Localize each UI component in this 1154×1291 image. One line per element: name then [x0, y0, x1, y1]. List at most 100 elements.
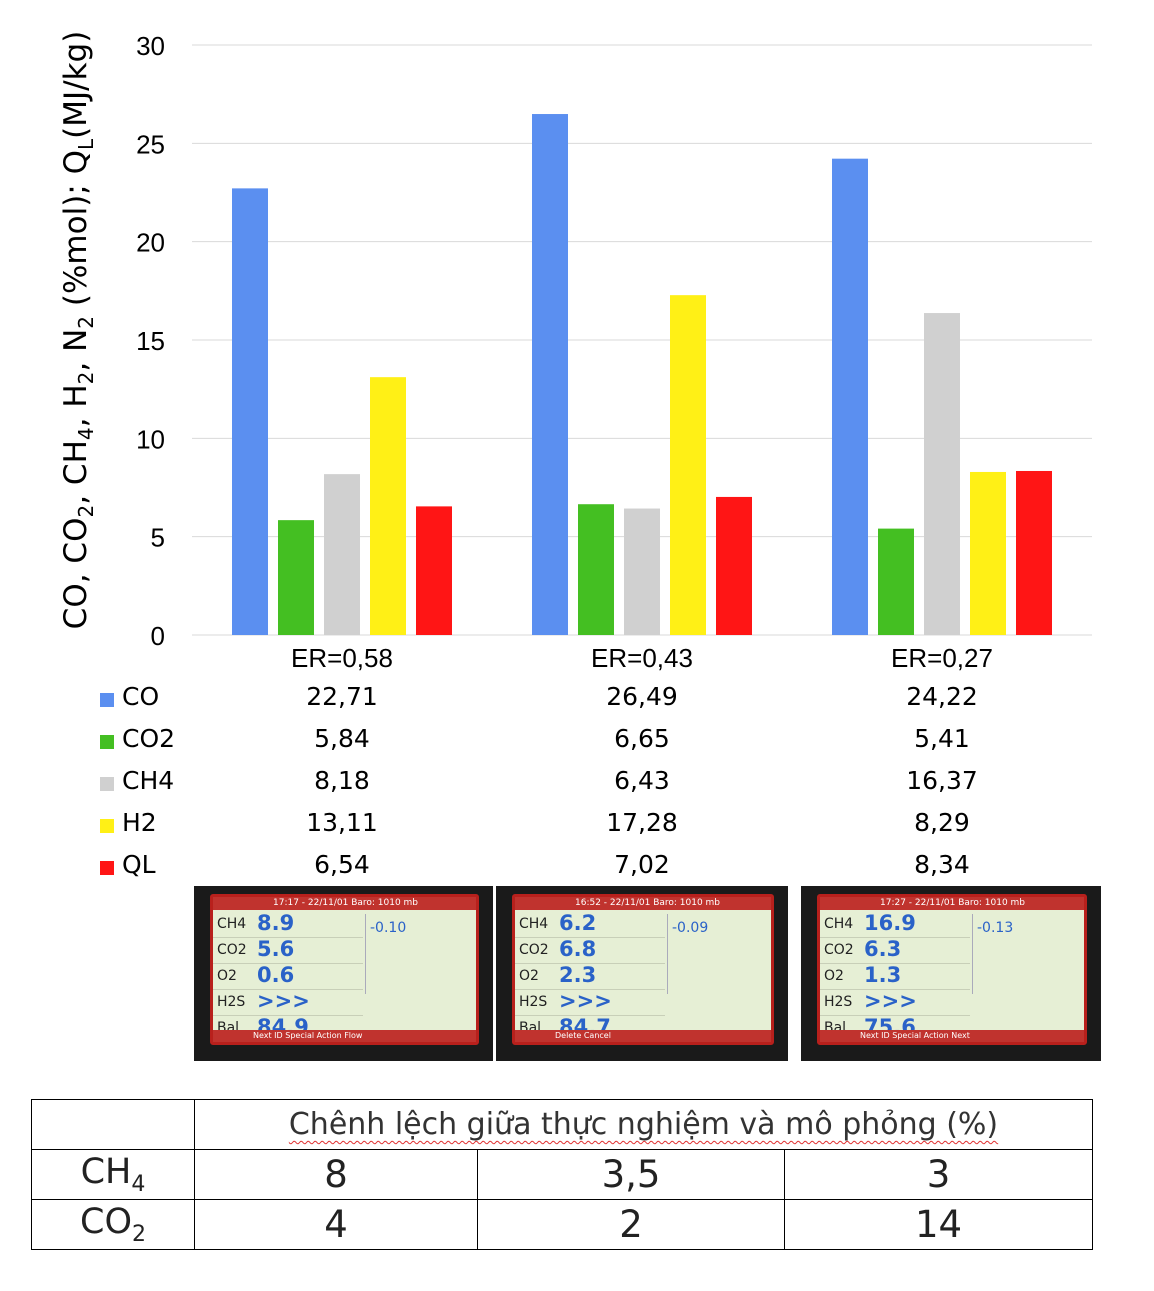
- data-value-label: 5,84: [314, 724, 370, 753]
- gas-value: >>>: [864, 989, 917, 1013]
- gas-name: O2: [217, 968, 237, 984]
- analyzer-reading: CH4 8.9: [213, 911, 363, 938]
- analyzer-system-panel: -0.13: [972, 914, 1080, 994]
- diff-cell: 14: [784, 1199, 1093, 1250]
- bar-co-2: [532, 114, 568, 635]
- legend-swatch: [100, 777, 114, 791]
- legend-swatch: [100, 735, 114, 749]
- series-name: CO: [122, 682, 160, 711]
- diff-row-label: CH4: [31, 1149, 195, 1200]
- analyzer-system-panel: -0.09: [667, 914, 767, 994]
- x-category-label: ER=0,58: [291, 643, 393, 673]
- analyzer-screen: 17:27 - 22/11/01 Baro: 1010 mb CH4 16.9 CO2…: [817, 894, 1087, 1045]
- data-value-label: 13,11: [306, 808, 378, 837]
- data-value-label: 5,41: [914, 724, 970, 753]
- y-tick-labels: 0 5 10 15 20 25 30: [136, 31, 165, 651]
- gas-name: H2S: [519, 994, 548, 1010]
- gas-value: >>>: [559, 989, 612, 1013]
- analyzer-photo: 17:27 - 22/11/01 Baro: 1010 mb CH4 16.9 CO2…: [801, 886, 1101, 1061]
- gas-name: CO2: [824, 942, 854, 958]
- series-name: H2: [122, 808, 157, 837]
- data-table-row-h2: H2 13,11 17,28 8,29: [95, 806, 1095, 848]
- analyzer-photo: 17:17 - 22/11/01 Baro: 1010 mb CH4 8.9 CO2 5…: [194, 886, 493, 1061]
- diff-table-title: Chênh lệch giữa thực nghiệm và mô phỏng …: [194, 1099, 1093, 1150]
- analyzer-reading: H2S >>>: [515, 989, 665, 1016]
- analyzer-reading: O2 2.3: [515, 963, 665, 990]
- x-category-label: ER=0,27: [891, 643, 993, 673]
- gas-name: CO2: [217, 942, 247, 958]
- diff-cell: 3: [784, 1149, 1093, 1200]
- gas-value: 6.8: [559, 937, 597, 961]
- gas-name: H2S: [217, 994, 246, 1010]
- bar-co2-1: [278, 520, 314, 635]
- analyzer-reading: O2 0.6: [213, 963, 363, 990]
- analyzer-reading: CH4 16.9: [820, 911, 970, 938]
- gas-value: 2.3: [559, 963, 597, 987]
- y-tick-label: 25: [136, 129, 165, 159]
- analyzer-softkeys: Delete Cancel: [515, 1030, 771, 1042]
- analyzer-softkeys: Next ID Special Action Flow: [213, 1030, 476, 1042]
- gas-value: 5.6: [257, 937, 295, 961]
- diff-table-corner: [31, 1099, 195, 1150]
- data-value-label: 8,34: [914, 850, 970, 879]
- gas-name: CH4: [519, 916, 549, 932]
- x-category-label: ER=0,43: [591, 643, 693, 673]
- y-tick-label: 30: [136, 31, 165, 61]
- analyzer-system-panel: -0.10: [365, 914, 472, 994]
- bar-co2-2: [578, 504, 614, 635]
- bar-h2-1: [370, 377, 406, 635]
- bar-h2-3: [970, 471, 1006, 635]
- y-tick-label: 20: [136, 228, 165, 258]
- gas-name: CO2: [519, 942, 549, 958]
- legend-swatch: [100, 693, 114, 707]
- analyzer-header: 16:52 - 22/11/01 Baro: 1010 mb: [515, 897, 771, 910]
- bar-co-1: [232, 188, 268, 635]
- system-pressure: -0.09: [672, 920, 709, 936]
- bar-ch4-2: [624, 508, 660, 635]
- data-value-label: 22,71: [306, 682, 378, 711]
- y-axis-label: CO, CO2, CH4, H2, N2 (%mol); QL(MJ/kg): [57, 30, 99, 630]
- gas-value: 6.3: [864, 937, 902, 961]
- analyzer-screen: 16:52 - 22/11/01 Baro: 1010 mb CH4 6.2 CO2 6…: [512, 894, 774, 1045]
- analyzer-header: 17:17 - 22/11/01 Baro: 1010 mb: [213, 897, 476, 910]
- bar-chart: 0 5 10 15 20 25 30 ER=0,58 ER=0,43 ER=0,27: [136, 31, 1092, 673]
- series-name: CO2: [122, 724, 176, 753]
- bar-co2-3: [878, 528, 914, 635]
- analyzer-reading: H2S >>>: [213, 989, 363, 1016]
- diff-row-ch4: CH4 8 3,5 3: [31, 1149, 1093, 1200]
- gas-name: O2: [519, 968, 539, 984]
- gas-name: CH4: [217, 916, 247, 932]
- analyzer-reading: H2S >>>: [820, 989, 970, 1016]
- diff-cell: 3,5: [477, 1149, 785, 1200]
- data-table-row-co2: CO2 5,84 6,65 5,41: [95, 722, 1095, 764]
- gas-name: CH4: [824, 916, 854, 932]
- x-category-labels: ER=0,58 ER=0,43 ER=0,27: [291, 643, 993, 673]
- analyzer-reading: CO2 6.3: [820, 937, 970, 964]
- gas-value: >>>: [257, 989, 310, 1013]
- diff-cell: 8: [194, 1149, 478, 1200]
- analyzer-photo: 16:52 - 22/11/01 Baro: 1010 mb CH4 6.2 CO2 6…: [496, 886, 788, 1061]
- data-value-label: 8,29: [914, 808, 970, 837]
- gas-value: 6.2: [559, 911, 597, 935]
- data-value-label: 6,65: [614, 724, 670, 753]
- bars: [232, 114, 1052, 635]
- legend-swatch: [100, 861, 114, 875]
- analyzer-reading: CO2 5.6: [213, 937, 363, 964]
- analyzer-reading: O2 1.3: [820, 963, 970, 990]
- analyzer-reading: CO2 6.8: [515, 937, 665, 964]
- y-tick-label: 10: [136, 424, 165, 454]
- data-value-label: 8,18: [314, 766, 370, 795]
- gas-name: O2: [824, 968, 844, 984]
- data-value-label: 6,54: [314, 850, 370, 879]
- data-table-row-co: CO 22,71 26,49 24,22: [95, 680, 1095, 722]
- bar-ch4-1: [324, 474, 360, 635]
- difference-table: Chênh lệch giữa thực nghiệm và mô phỏng …: [31, 1099, 1093, 1250]
- diff-row-co2: CO2 4 2 14: [31, 1199, 1093, 1250]
- bar-h2-2: [670, 295, 706, 635]
- data-value-label: 6,43: [614, 766, 670, 795]
- gas-value: 8.9: [257, 911, 295, 935]
- series-name: QL: [122, 850, 156, 879]
- data-value-label: 16,37: [906, 766, 978, 795]
- bar-co-3: [832, 158, 868, 635]
- gas-name: H2S: [824, 994, 853, 1010]
